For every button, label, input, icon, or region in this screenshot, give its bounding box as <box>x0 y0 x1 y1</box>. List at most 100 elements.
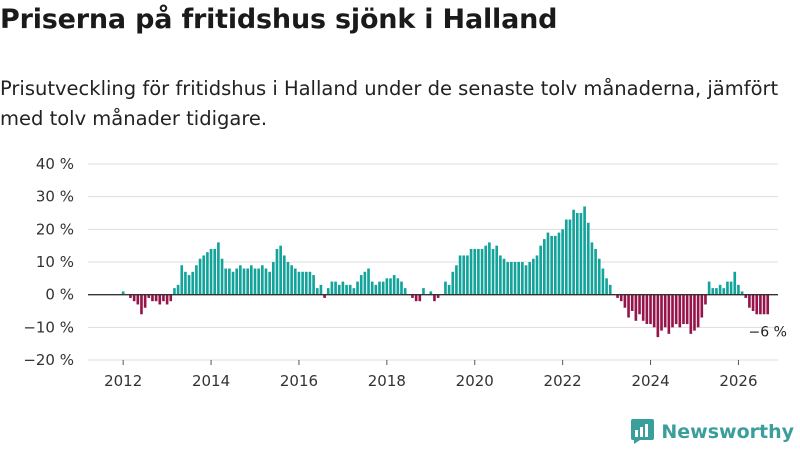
bar <box>352 288 356 295</box>
bar <box>444 281 447 295</box>
bar <box>685 294 689 325</box>
bar <box>319 284 323 295</box>
bar <box>341 281 345 295</box>
bar <box>733 271 737 295</box>
bar <box>198 258 202 295</box>
bar <box>619 294 623 302</box>
x-tick-label: 2026 <box>719 372 757 390</box>
bar <box>436 294 440 298</box>
bar <box>480 248 484 295</box>
x-tick-label: 2016 <box>280 372 318 390</box>
bar <box>550 235 553 295</box>
x-tick-label: 2012 <box>104 372 142 390</box>
bar <box>641 294 645 321</box>
bar <box>656 294 660 338</box>
y-tick-label: −20 % <box>23 351 74 369</box>
bar <box>363 271 367 295</box>
bar <box>253 268 257 295</box>
chart-title: Priserna på fritidshus sjönk i Halland <box>0 4 558 35</box>
bar <box>630 294 634 311</box>
bar <box>678 294 682 328</box>
bar <box>330 281 334 295</box>
bar <box>250 265 253 295</box>
bar <box>623 294 627 308</box>
bars <box>88 206 778 338</box>
bar <box>224 268 228 295</box>
bar <box>323 294 326 298</box>
bar <box>473 248 477 295</box>
bar <box>422 288 425 295</box>
bar <box>312 275 315 295</box>
bar <box>239 265 242 295</box>
newsworthy-icon <box>631 419 655 444</box>
bar <box>722 288 726 295</box>
bar <box>638 294 641 315</box>
bar <box>154 294 158 302</box>
chart-subtitle: Prisutveckling för fritidshus i Halland … <box>0 77 779 130</box>
bar <box>759 294 762 315</box>
y-tick-label: 20 % <box>36 220 74 238</box>
bar <box>297 271 301 295</box>
bar <box>740 291 744 295</box>
bar <box>707 281 711 295</box>
bar <box>590 242 594 295</box>
y-tick-label: 10 % <box>36 253 74 271</box>
bar <box>517 262 521 295</box>
bar <box>546 232 550 295</box>
bar <box>264 268 268 295</box>
bar <box>158 294 162 305</box>
x-tick-label: 2024 <box>631 372 669 390</box>
bar <box>744 294 748 298</box>
bar <box>176 284 180 295</box>
bar <box>608 284 612 295</box>
bar <box>583 206 586 295</box>
bar <box>418 294 422 302</box>
bar <box>726 281 729 295</box>
bar <box>213 248 217 295</box>
bar <box>499 255 502 295</box>
x-tick-label: 2020 <box>456 372 494 390</box>
bar <box>737 284 740 295</box>
bar <box>429 291 433 295</box>
bar <box>652 294 656 328</box>
bar <box>129 294 132 298</box>
bar <box>671 294 674 328</box>
bar <box>140 294 143 315</box>
bar <box>469 248 473 295</box>
bar <box>414 294 418 302</box>
bar <box>462 255 466 295</box>
bar <box>689 294 693 334</box>
bar <box>667 294 671 334</box>
bar <box>370 281 374 295</box>
bar <box>246 268 249 295</box>
x-tick-label: 2014 <box>192 372 230 390</box>
bar <box>455 265 458 295</box>
bar <box>334 281 337 295</box>
bar <box>378 281 381 295</box>
bar <box>271 262 275 295</box>
y-tick-label: 0 % <box>45 286 74 304</box>
bar <box>568 219 572 295</box>
bar <box>528 262 531 295</box>
bar <box>484 245 488 295</box>
bar <box>539 245 542 295</box>
bar <box>715 288 718 295</box>
bar <box>187 275 191 295</box>
bar <box>345 284 348 295</box>
bar <box>495 245 499 295</box>
bar <box>601 268 605 295</box>
bar <box>195 265 198 295</box>
bar <box>506 262 510 295</box>
bar <box>532 258 535 295</box>
bar <box>502 258 506 295</box>
bar <box>326 288 330 295</box>
bar <box>766 294 770 315</box>
bar <box>561 229 564 295</box>
bar <box>524 265 528 295</box>
bar <box>594 248 597 295</box>
bar <box>466 255 469 295</box>
bar <box>553 235 557 295</box>
x-tick-label: 2022 <box>544 372 582 390</box>
bar <box>308 271 312 295</box>
bar <box>627 294 630 318</box>
